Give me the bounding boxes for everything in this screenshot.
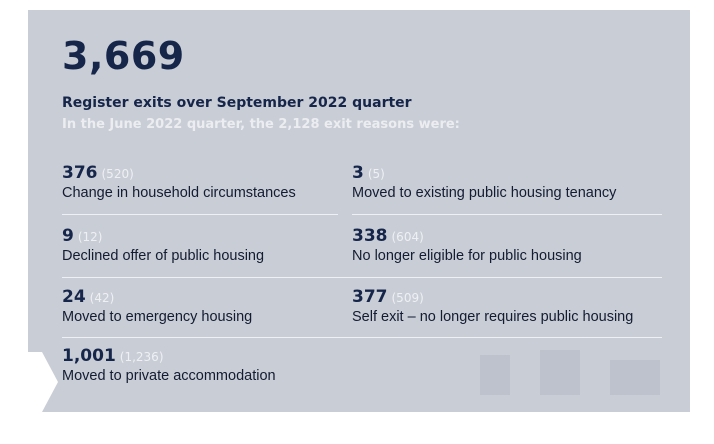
stat-label: Declined offer of public housing	[62, 248, 265, 264]
row-divider	[62, 337, 662, 338]
stat-value: 3	[352, 163, 364, 183]
stat-label: Self exit – no longer requires public ho…	[352, 309, 634, 325]
stat-moved-existing-tenancy: 3 (5) Moved to existing public housing te…	[352, 163, 692, 202]
stat-value: 377	[352, 287, 388, 307]
stat-emergency-housing: 24 (42) Moved to emergency housing	[62, 287, 402, 326]
stat-previous: (509)	[391, 291, 424, 305]
stat-previous: (5)	[367, 167, 385, 181]
row-divider	[352, 214, 662, 215]
stat-label: No longer eligible for public housing	[352, 248, 582, 264]
stat-self-exit: 377 (509) Self exit – no longer requires …	[352, 287, 692, 326]
stat-previous: (604)	[391, 230, 424, 244]
stat-private-accommodation: 1,001 (1,236) Moved to private accommodat…	[62, 346, 402, 385]
chevron-corner-icon	[28, 352, 58, 412]
subline-text: In the June 2022 quarter, the 2,128 exit…	[62, 117, 460, 132]
stat-value: 376	[62, 163, 98, 183]
stat-previous: (42)	[89, 291, 115, 305]
stat-previous: (520)	[101, 167, 134, 181]
stat-no-longer-eligible: 338 (604) No longer eligible for public h…	[352, 226, 692, 265]
infographic-panel	[28, 10, 690, 412]
stat-value: 9	[62, 226, 74, 246]
stat-label: Moved to existing public housing tenancy	[352, 185, 617, 201]
stat-value: 1,001	[62, 346, 116, 366]
stat-previous: (1,236)	[119, 350, 164, 364]
row-divider	[62, 277, 662, 278]
stat-previous: (12)	[77, 230, 103, 244]
stat-change-household: 376 (520) Change in household circumstanc…	[62, 163, 402, 202]
row-divider	[62, 214, 338, 215]
total-exits-number: 3,669	[62, 34, 185, 78]
stat-declined-offer: 9 (12) Declined offer of public housing	[62, 226, 402, 265]
watermark-graphic	[480, 350, 660, 395]
headline-label: Register exits over September 2022 quart…	[62, 95, 412, 111]
stat-label: Moved to emergency housing	[62, 309, 253, 325]
stat-label: Change in household circumstances	[62, 185, 296, 201]
stat-label: Moved to private accommodation	[62, 368, 276, 384]
stat-value: 24	[62, 287, 86, 307]
stat-value: 338	[352, 226, 388, 246]
